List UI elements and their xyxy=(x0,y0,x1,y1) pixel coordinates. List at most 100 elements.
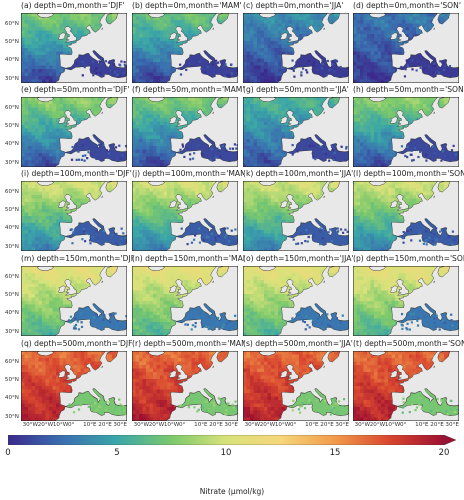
map-panel: (b) depth=0m,month='MAM' xyxy=(132,1,242,83)
latitude-tick-label: 40°N xyxy=(4,57,19,64)
land-mass xyxy=(212,27,214,31)
map-panel: (h) depth=50m,month='SON' xyxy=(353,85,464,167)
latitude-tick-label: 40°N xyxy=(4,395,19,402)
map-panel: (d) depth=0m,month='SON' xyxy=(353,1,461,83)
longitude-tick-label: 20°W xyxy=(148,422,165,428)
map-panel: (t) depth=500m,month='SON' 30°W 20°W 10°W 0°… xyxy=(353,339,464,428)
longitude-tick-label: 20°W xyxy=(259,422,276,428)
land-mass xyxy=(396,26,409,43)
land-mass xyxy=(323,280,325,284)
panel-title: (n) depth=150m,month='MAM' xyxy=(132,254,244,263)
map-panel: (s) depth=500m,month='JJA' 30°W 20°W 10°W 0°… xyxy=(243,339,353,428)
land-mass xyxy=(101,365,103,369)
colorbar-tick-label: 20 xyxy=(438,448,450,458)
longitude-tick-label: 30°E xyxy=(445,422,459,428)
map-panel: (c) depth=0m,month='JJA' xyxy=(243,1,349,83)
map-panel: (q) depth=500m,month='DJF' 30°N 40°N 50°N 60… xyxy=(5,339,133,428)
land-mass xyxy=(64,364,77,381)
colorbar-extend-arrow xyxy=(443,435,456,445)
land-mass xyxy=(390,285,398,293)
colorbar-tick-label: 15 xyxy=(329,448,341,458)
panel-title: (a) depth=0m,month='DJF' xyxy=(21,1,125,10)
land-mass xyxy=(396,279,409,296)
longitude-tick-label: 30°E xyxy=(113,422,127,428)
land-mass xyxy=(169,200,177,208)
nitrate-map xyxy=(21,266,127,336)
panel-title: (p) depth=150m,month='SON' xyxy=(353,254,464,263)
latitude-tick-label: 60°N xyxy=(4,358,19,365)
longitude-tick-label: 30°W xyxy=(244,422,261,428)
panel-title: (q) depth=500m,month='DJF' xyxy=(21,339,133,348)
land-mass xyxy=(390,116,398,124)
land-mass xyxy=(212,111,214,115)
map-panel: (e) depth=50m,month='DJF' 30°N 40°N 50°N 60°… xyxy=(5,85,130,167)
panel-title: (g) depth=50m,month='JJA' xyxy=(243,85,349,94)
land-mass xyxy=(101,111,103,115)
land-mass xyxy=(286,26,299,43)
land-mass xyxy=(101,27,103,31)
nitrate-map xyxy=(243,13,349,83)
longitude-tick-label: 30°E xyxy=(335,422,349,428)
land-mass xyxy=(175,194,188,211)
nitrate-map xyxy=(132,351,238,421)
nitrate-map xyxy=(353,351,459,421)
land-mass xyxy=(58,285,66,293)
nitrate-map xyxy=(21,181,127,251)
mediterranean-basin xyxy=(396,388,459,416)
latitude-tick-label: 60°N xyxy=(4,104,19,111)
latitude-tick-label: 30°N xyxy=(4,328,19,335)
land-mass xyxy=(212,195,214,199)
longitude-tick-label: 0° xyxy=(68,422,75,428)
nitrate-map xyxy=(132,13,238,83)
nitrate-map xyxy=(243,351,349,421)
mediterranean-basin xyxy=(64,303,127,331)
latitude-tick-label: 60°N xyxy=(4,20,19,27)
land-mass xyxy=(286,110,299,127)
mediterranean-basin xyxy=(175,218,238,246)
land-mass xyxy=(212,365,214,369)
colorbar-tick-label: 5 xyxy=(114,448,120,458)
nitrate-map xyxy=(353,13,459,83)
land-mass xyxy=(280,116,288,124)
mediterranean-basin xyxy=(286,218,349,246)
map-panel: (p) depth=150m,month='SON' xyxy=(353,254,464,336)
land-mass xyxy=(323,195,325,199)
mediterranean-basin xyxy=(64,134,127,162)
panel-title: (r) depth=500m,month='MAM' xyxy=(132,339,244,348)
longitude-tick-label: 30°E xyxy=(224,422,238,428)
longitude-tick-label: 10°E xyxy=(415,422,429,428)
colorbar-gradient xyxy=(8,435,445,445)
longitude-tick-label: 10°E xyxy=(83,422,97,428)
latitude-tick-label: 40°N xyxy=(4,310,19,317)
panel-title: (b) depth=0m,month='MAM' xyxy=(132,1,242,10)
land-mass xyxy=(390,32,398,40)
map-panel: (i) depth=100m,month='DJF' 30°N 40°N 50°N 60… xyxy=(5,169,132,251)
land-mass xyxy=(58,200,66,208)
nitrate-map xyxy=(132,181,238,251)
land-mass xyxy=(396,110,409,127)
land-mass xyxy=(280,285,288,293)
latitude-tick-label: 60°N xyxy=(4,188,19,195)
longitude-tick-label: 30°W xyxy=(22,422,39,428)
mediterranean-basin xyxy=(396,134,459,162)
land-mass xyxy=(175,279,188,296)
latitude-tick-label: 50°N xyxy=(4,291,19,298)
panel-title: (o) depth=150m,month='JJA' xyxy=(243,254,354,263)
land-mass xyxy=(58,116,66,124)
map-panel: (m) depth=150m,month='DJF' 30°N 40°N 50°N 60… xyxy=(5,254,133,336)
panel-title: (l) depth=100m,month='SON' xyxy=(353,169,464,178)
mediterranean-basin xyxy=(175,134,238,162)
land-mass xyxy=(433,365,435,369)
land-mass xyxy=(64,110,77,127)
longitude-tick-label: 10°W xyxy=(52,422,69,428)
nitrate-map xyxy=(21,97,127,167)
land-mass xyxy=(169,32,177,40)
nitrate-map xyxy=(353,266,459,336)
mediterranean-basin xyxy=(175,50,238,78)
land-mass xyxy=(169,370,177,378)
longitude-tick-label: 30°W xyxy=(133,422,150,428)
land-mass xyxy=(212,280,214,284)
panel-title: (m) depth=150m,month='DJF' xyxy=(21,254,133,263)
land-mass xyxy=(323,111,325,115)
land-mass xyxy=(64,194,77,211)
